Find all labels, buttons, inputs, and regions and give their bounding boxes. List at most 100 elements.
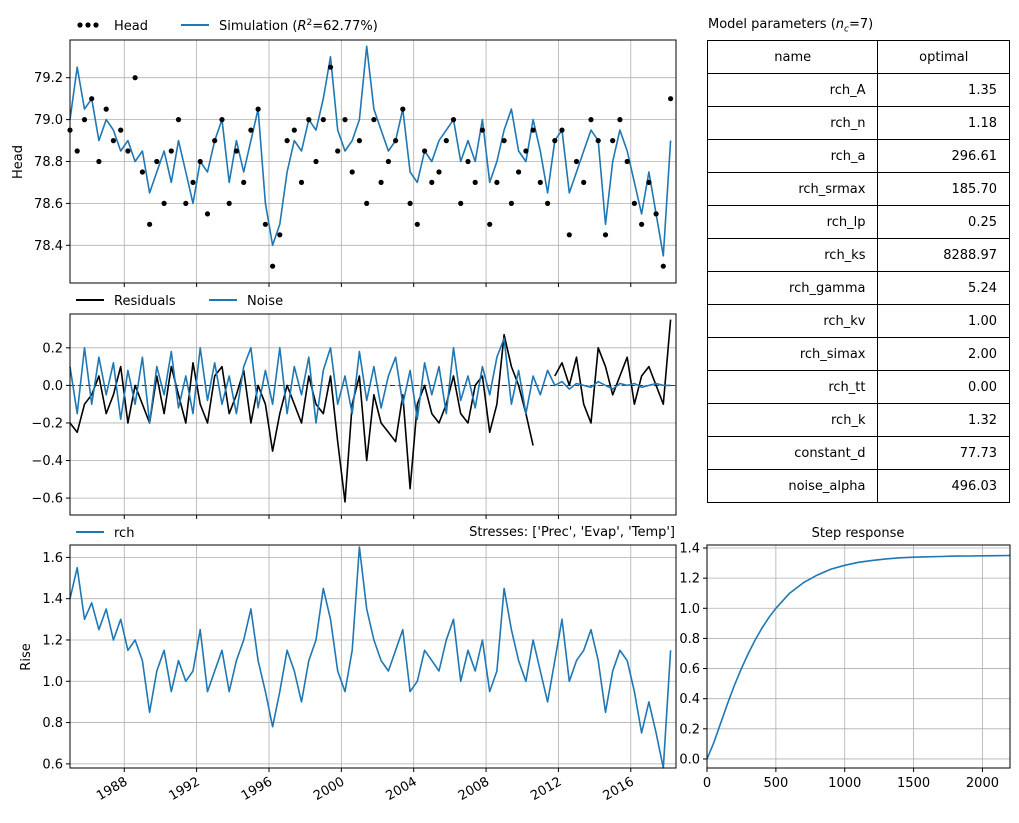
head-observation-point (96, 158, 102, 165)
head-observation-point (530, 127, 536, 133)
3-ytick-label: 0.8 (679, 632, 700, 647)
legend-noise-label: Noise (247, 294, 283, 309)
params-row: rch_A 1.35 (706, 73, 1010, 107)
head-observation-point (219, 117, 225, 123)
1-ytick-label: −0.2 (31, 416, 63, 431)
head-observation-point (313, 158, 319, 165)
1-ytick-label: 0.2 (42, 341, 63, 356)
head-observation-point (204, 211, 211, 217)
head-observation-point (125, 148, 131, 154)
param-value: 0.25 (877, 205, 1010, 239)
head-observation-point (233, 148, 239, 154)
params-row: rch_simax 2.00 (706, 337, 1010, 371)
head-observation-point (270, 263, 276, 269)
param-name: rch_kv (706, 304, 879, 338)
head-observation-point (175, 117, 182, 123)
param-name: rch_ks (706, 238, 879, 272)
step-response-panel: 0.0 0.2 0.4 0.6 0.8 1.0 1.2 1.4 0 500 1000 1500 200… (679, 526, 1011, 791)
params-row: rch_k 1.32 (706, 403, 1010, 437)
parameters-table: name optimal rch_A 1.35 rch_n 1.18 rch_a 296.… (706, 40, 1010, 503)
head-marks (67, 45, 674, 269)
head-panel: 78.4 78.6 78.8 79.0 79.2 Head Head Simulatio… (11, 18, 677, 287)
head-observation-point (306, 117, 312, 123)
0-ytick-label: 78.6 (34, 197, 63, 212)
legend-simulation-suffix: =62.77%) (312, 19, 378, 34)
step-xticks: 0 500 1000 1500 2000 (703, 768, 999, 791)
params-row: rch_ks 8288.97 (706, 238, 1010, 272)
legend-simulation-r: R (297, 19, 306, 34)
head-observation-point (617, 117, 623, 123)
head-observation-point (241, 179, 247, 185)
head-observation-point (472, 179, 478, 185)
residuals-legend: Residuals Noise (76, 294, 283, 309)
head-observation-point (298, 179, 305, 185)
2-ytick-label: 1.6 (42, 551, 63, 566)
head-observation-point (393, 138, 399, 144)
3-ytick-label: 1.2 (679, 572, 700, 587)
head-observation-point (81, 117, 88, 123)
3-ytick-label: 0.2 (679, 722, 700, 737)
head-observation-point (581, 179, 587, 185)
3-ytick-label: 0.4 (679, 692, 700, 707)
param-name: constant_d (706, 436, 879, 470)
head-observation-point (595, 138, 601, 144)
legend-head-dot-3 (93, 22, 99, 28)
year-tick-label: 1996 (239, 774, 275, 804)
param-value: 77.73 (877, 436, 1010, 470)
head-observation-point (262, 221, 268, 227)
year-tick-label: 2000 (311, 774, 347, 804)
head-observation-point (624, 158, 630, 165)
head-observation-point (602, 232, 609, 238)
head-observation-point (479, 127, 485, 133)
year-tick-label: 1988 (94, 774, 130, 804)
step-marks (706, 554, 1011, 760)
param-name: rch_A (706, 73, 879, 107)
head-yticks: 78.4 78.6 78.8 79.0 79.2 (34, 71, 70, 254)
head-grid (70, 40, 676, 283)
2-ytick-label: 0.6 (42, 757, 63, 772)
params-body: rch_A 1.35 rch_n 1.18 rch_a 296.61 rch_srmax 18… (706, 73, 1010, 503)
head-observation-point (212, 138, 218, 144)
head-observation-point (291, 127, 297, 133)
head-observation-point (385, 158, 391, 165)
params-row: rch_kv 1.00 (706, 304, 1010, 338)
head-observation-point (668, 96, 674, 102)
param-name: rch_lp (706, 205, 879, 239)
residuals-grid (70, 314, 676, 515)
step-grid (706, 545, 1010, 768)
param-name: rch_gamma (706, 271, 879, 305)
head-ylabel: Head (11, 145, 26, 179)
param-name: rch_k (706, 403, 879, 437)
param-value: 1.00 (877, 304, 1010, 338)
head-observation-point (118, 127, 124, 133)
head-observation-point (573, 158, 580, 165)
head-observation-point (154, 158, 160, 165)
param-name: rch_srmax (706, 172, 879, 206)
head-observation-point (588, 117, 594, 123)
head-observation-point (436, 169, 442, 175)
rch-contribution-line (69, 546, 672, 769)
3-ytick-label: 1.4 (679, 542, 700, 557)
legend-rch-label: rch (114, 526, 134, 541)
params-row: rch_srmax 185.70 (706, 172, 1010, 206)
0-ytick-label: 78.4 (34, 239, 63, 254)
2-ytick-label: 0.8 (42, 716, 63, 731)
2-ytick-label: 1.4 (42, 592, 63, 607)
head-observation-point (74, 148, 80, 154)
legend-head-dot-2 (85, 22, 91, 28)
head-observation-point (277, 232, 283, 238)
step-response-title: Step response (812, 526, 905, 541)
param-name: rch_tt (706, 370, 879, 404)
head-observation-point (566, 232, 572, 238)
head-observation-point (646, 179, 652, 185)
head-observation-point (356, 138, 362, 144)
1-ytick-label: −0.4 (31, 454, 63, 469)
head-xtickmarks (123, 283, 632, 287)
param-value: 5.24 (877, 271, 1010, 305)
head-observation-point (132, 75, 138, 81)
head-legend: Head Simulation (R2=62.77%) (77, 18, 378, 34)
param-value: 185.70 (877, 172, 1010, 206)
step-xtick-label: 2000 (966, 776, 999, 791)
head-observation-point (443, 138, 449, 144)
